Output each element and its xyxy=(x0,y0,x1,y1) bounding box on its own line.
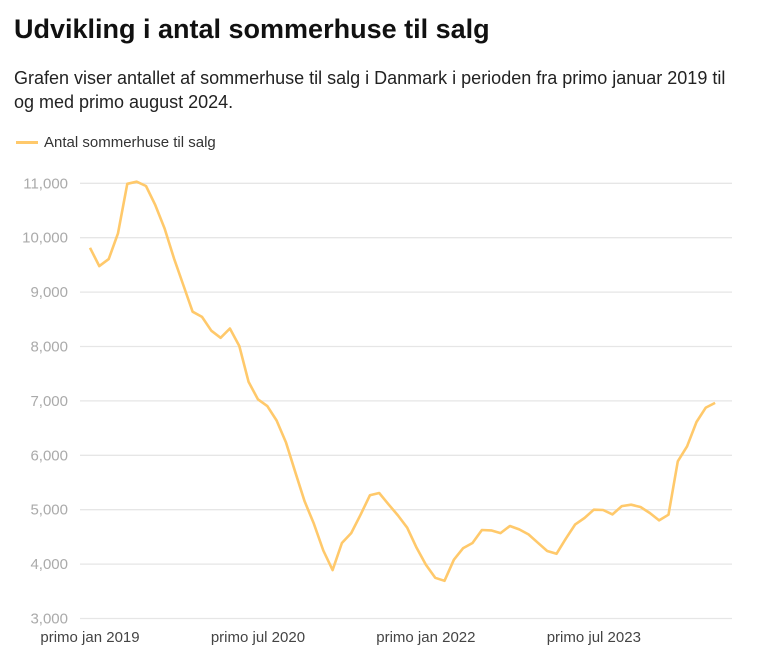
y-tick-label: 4,000 xyxy=(30,556,68,573)
x-axis-ticks: primo jan 2019 primo jul 2020 primo jan 20… xyxy=(40,629,641,646)
y-tick-label: 6,000 xyxy=(30,447,68,464)
x-tick-label: primo jan 2019 xyxy=(40,629,139,646)
y-tick-label: 11,000 xyxy=(23,175,68,192)
y-tick-label: 10,000 xyxy=(22,230,68,247)
legend-label: Antal sommerhuse til salg xyxy=(44,134,216,151)
y-tick-label: 8,000 xyxy=(30,339,68,356)
chart-subtitle: Grafen viser antallet af sommerhuse til … xyxy=(14,68,726,112)
y-axis-ticks: 3,000 4,000 5,000 6,000 7,000 8,000 9,000 10,00… xyxy=(22,175,68,627)
series-line xyxy=(88,180,716,583)
legend-swatch xyxy=(16,141,38,144)
x-tick-label: primo jul 2020 xyxy=(211,629,305,646)
x-tick-label: primo jul 2023 xyxy=(547,629,641,646)
series-lines xyxy=(88,180,716,583)
chart-title: Udvikling i antal sommerhuse til salg xyxy=(14,14,490,44)
gridlines xyxy=(80,182,732,620)
y-tick-label: 3,000 xyxy=(30,611,68,628)
y-tick-label: 9,000 xyxy=(30,284,68,301)
legend: Antal sommerhuse til salg xyxy=(16,134,216,151)
y-tick-label: 7,000 xyxy=(30,393,68,410)
x-tick-label: primo jan 2022 xyxy=(376,629,475,646)
y-tick-label: 5,000 xyxy=(30,502,68,519)
